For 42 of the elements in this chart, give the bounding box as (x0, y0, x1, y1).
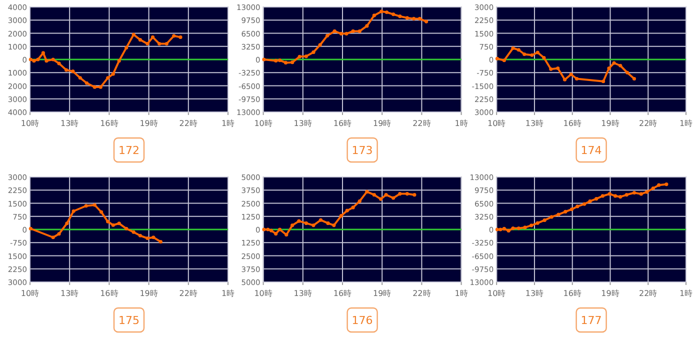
x-tick-label: 13時 (525, 119, 544, 128)
x-tick-label: 16時 (100, 289, 118, 298)
x-tick-label: 16時 (100, 119, 118, 128)
x-tick-label: 1時 (679, 119, 693, 128)
x-tick-label: 10時 (254, 119, 272, 128)
x-tick-label: 19時 (140, 119, 158, 128)
x-tick-label: 13時 (60, 119, 79, 128)
x-tick-label: 13時 (60, 289, 79, 298)
x-tick-label: 19時 (140, 289, 158, 298)
x-tick-label: 10時 (488, 119, 506, 128)
x-tick-label: 13時 (525, 289, 544, 298)
x-tick-label: 16時 (333, 289, 352, 298)
x-tick-label: 10時 (254, 289, 272, 298)
x-tick-label: 13時 (294, 119, 312, 128)
x-tick-label: 19時 (601, 119, 620, 128)
text: 174 (580, 144, 602, 157)
x-tick-label: 1時 (454, 119, 468, 128)
x-tick-label: 16時 (563, 119, 582, 128)
x-tick-label: 22時 (639, 119, 658, 128)
x-tick-label: 1時 (221, 119, 235, 128)
x-tick-label: 22時 (639, 289, 658, 298)
x-tick-label: 13時 (294, 289, 312, 298)
x-tick-label: 10時 (20, 119, 40, 128)
x-tick-label: 19時 (601, 289, 620, 298)
x-tick-label: 22時 (179, 119, 198, 128)
text: 177 (580, 314, 602, 327)
text: 175 (118, 314, 140, 327)
text: 172 (118, 144, 140, 157)
text: 173 (352, 144, 373, 157)
x-tick-label: 1時 (679, 289, 693, 298)
x-tick-label: 1時 (221, 289, 235, 298)
x-tick-label: 22時 (179, 289, 198, 298)
x-tick-label: 16時 (333, 119, 352, 128)
x-tick-label: 10時 (20, 289, 40, 298)
x-tick-label: 10時 (488, 289, 506, 298)
x-tick-label: 22時 (412, 289, 431, 298)
text: 176 (352, 314, 373, 327)
x-tick-label: 19時 (373, 289, 392, 298)
x-tick-label: 19時 (373, 119, 392, 128)
x-tick-label: 1時 (454, 289, 468, 298)
x-tick-label: 16時 (563, 289, 582, 298)
x-tick-label: 22時 (412, 119, 431, 128)
